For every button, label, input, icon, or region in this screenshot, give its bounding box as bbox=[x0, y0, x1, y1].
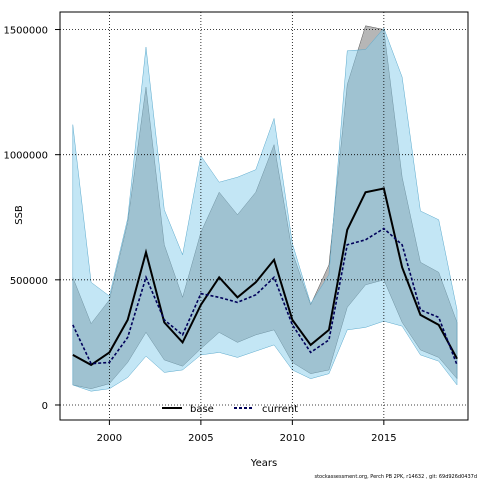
legend-current-label: current bbox=[262, 404, 298, 415]
y-tick-label-500000: 500000 bbox=[10, 276, 48, 287]
y-tick-label-0: 0 bbox=[42, 401, 48, 412]
plot-frame bbox=[59, 11, 469, 421]
y-axis-title: SSB bbox=[14, 205, 25, 225]
series-lines bbox=[72, 187, 458, 367]
confidence-bands bbox=[72, 25, 458, 392]
x-tick-label-2005: 2005 bbox=[188, 433, 213, 444]
y-tick-label-1000000: 1000000 bbox=[3, 151, 48, 162]
line-current bbox=[72, 227, 458, 366]
y-tick-label-1500000: 1500000 bbox=[3, 26, 48, 37]
x-axis-title: Years bbox=[250, 458, 277, 469]
legend-base-label: base bbox=[190, 404, 214, 415]
x-tick-label-2000: 2000 bbox=[97, 433, 122, 444]
axis-ticks: 2000 2005 2010 2015 0 500000 1000000 1500000 bbox=[3, 26, 396, 444]
band-current bbox=[72, 27, 458, 392]
footnote: stockassessment.org, Perch PB 2PK, r1463… bbox=[314, 474, 477, 480]
line-base bbox=[72, 187, 458, 367]
legend: base current bbox=[162, 404, 298, 415]
x-tick-label-2010: 2010 bbox=[280, 433, 305, 444]
x-tick-label-2015: 2015 bbox=[371, 433, 396, 444]
